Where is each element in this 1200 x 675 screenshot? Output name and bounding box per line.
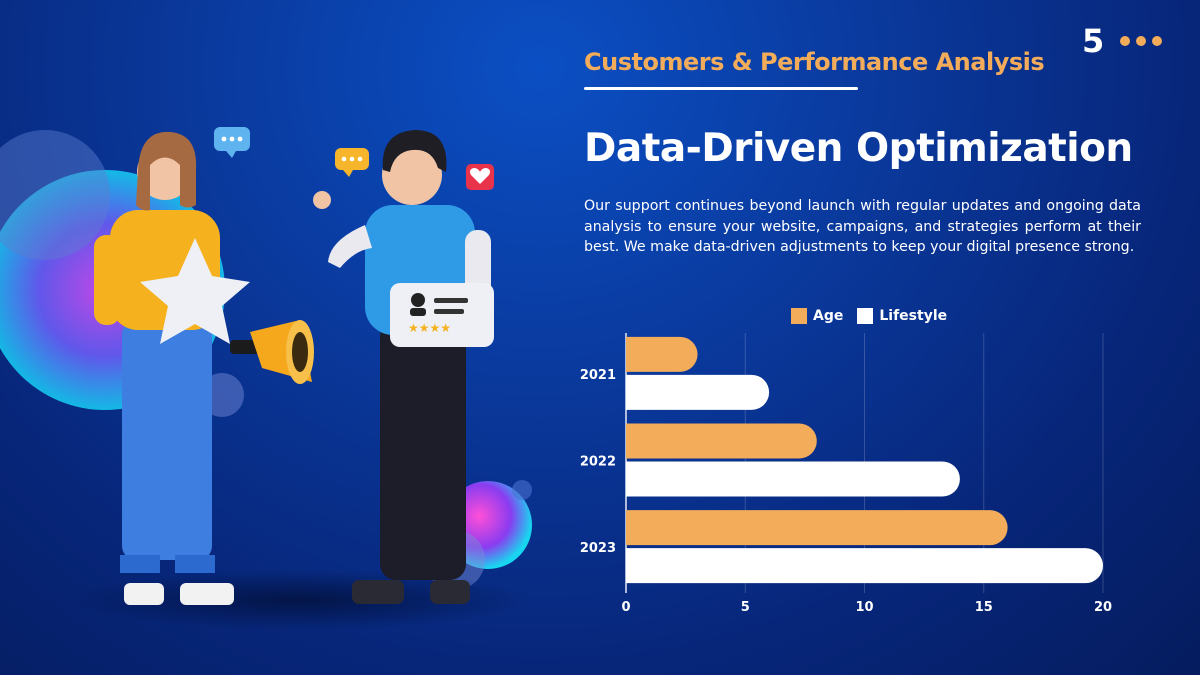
bar-lifestyle-2021 [626, 374, 770, 410]
bar-age-2023 [626, 510, 1008, 546]
x-tick-label: 15 [975, 600, 993, 615]
star-icon [140, 238, 250, 344]
x-tick-label: 20 [1094, 600, 1112, 615]
subtitle-underline [584, 87, 858, 90]
chat-bubble-icon [335, 148, 369, 177]
legend-item-lifestyle: Lifestyle [857, 308, 947, 324]
bar-lifestyle-2022 [626, 461, 960, 497]
legend-label-age: Age [813, 308, 844, 324]
heart-icon [466, 164, 494, 190]
x-tick-label: 5 [741, 600, 750, 615]
illustration: ★★★★ [0, 127, 532, 630]
legend-swatch-age [791, 308, 807, 324]
profile-card-icon: ★★★★ [390, 283, 494, 347]
legend-item-age: Age [791, 308, 843, 324]
megaphone-icon [230, 320, 314, 384]
category-label: 2023 [580, 541, 616, 556]
body-paragraph: Our support continues beyond launch with… [584, 198, 1141, 255]
page-number: 5 [1082, 22, 1105, 60]
bar-lifestyle-2023 [626, 548, 1103, 584]
menu-dots-icon [1120, 36, 1162, 46]
section-subtitle: Customers & Performance Analysis [584, 48, 1045, 76]
x-tick-label: 0 [621, 600, 630, 615]
legend-swatch-lifestyle [857, 308, 874, 324]
legend-label-lifestyle: Lifestyle [879, 308, 948, 324]
bar-age-2021 [626, 336, 698, 372]
category-label: 2021 [580, 368, 616, 383]
category-label: 2022 [580, 455, 616, 470]
chart-legend: Age Lifestyle [791, 308, 953, 324]
chat-bubble-icon [214, 127, 250, 158]
svg-text:★★★★: ★★★★ [408, 321, 451, 335]
slide-title: Data-Driven Optimization [584, 126, 1133, 171]
x-tick-label: 10 [855, 600, 873, 615]
bar-age-2022 [626, 423, 817, 459]
